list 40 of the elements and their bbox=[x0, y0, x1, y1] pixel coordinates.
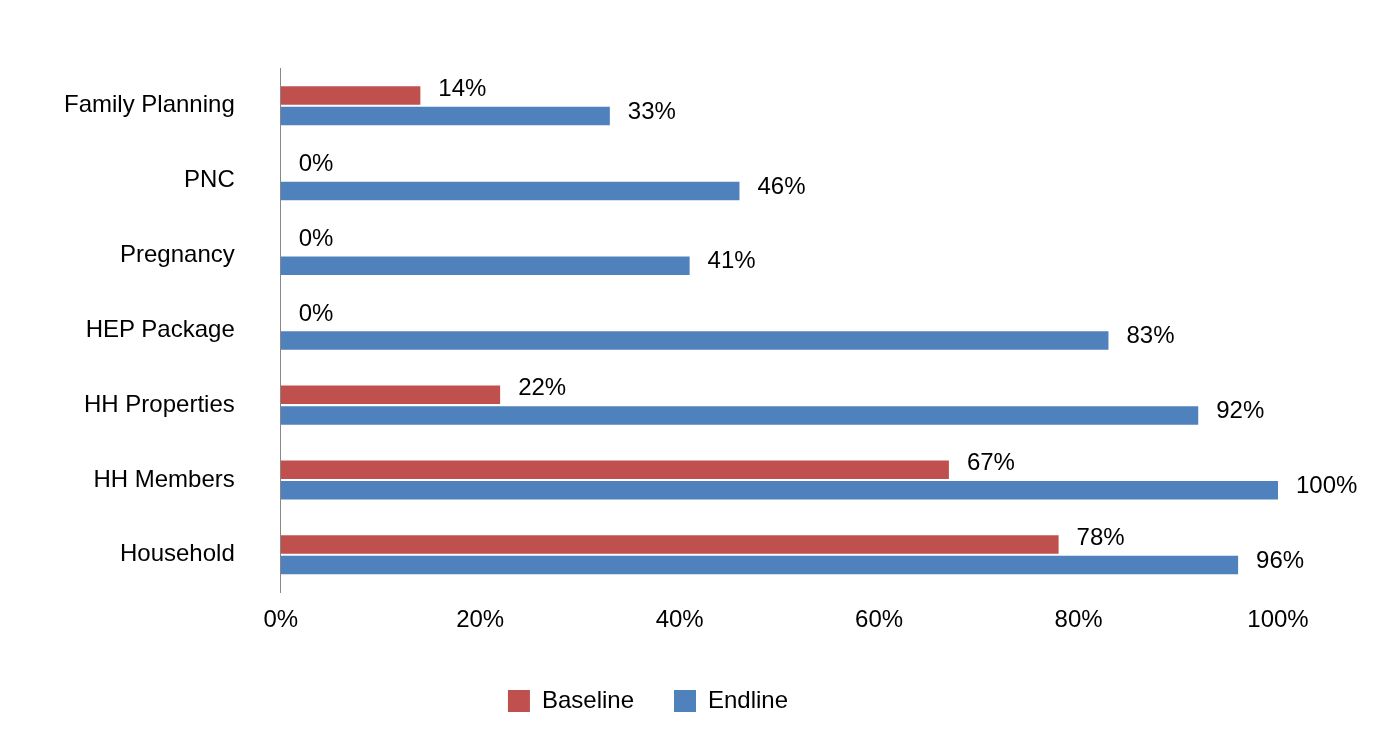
x-tick-label: 0% bbox=[263, 605, 299, 633]
x-tick-label: 60% bbox=[855, 605, 904, 633]
data-label: 96% bbox=[1256, 545, 1305, 573]
y-tick-label: PNC bbox=[184, 165, 235, 193]
data-label: 100% bbox=[1296, 470, 1358, 498]
y-tick-label: Family Planning bbox=[63, 90, 235, 118]
bar bbox=[280, 385, 501, 405]
bar bbox=[280, 331, 1109, 350]
bar bbox=[280, 555, 1239, 575]
legend-label: Endline bbox=[708, 685, 789, 713]
data-label: 41% bbox=[707, 246, 756, 274]
bar bbox=[280, 181, 740, 201]
data-label: 83% bbox=[1126, 321, 1175, 349]
data-label: 33% bbox=[627, 96, 676, 124]
bar bbox=[280, 460, 949, 479]
bar bbox=[280, 86, 421, 105]
bar bbox=[280, 106, 610, 126]
bar bbox=[280, 256, 690, 276]
y-tick-label: HH Members bbox=[93, 464, 235, 492]
x-tick-label: 80% bbox=[1054, 605, 1103, 633]
data-label: 0% bbox=[298, 298, 334, 326]
bar bbox=[280, 406, 1199, 425]
y-tick-label: Household bbox=[119, 539, 235, 567]
x-tick-label: 40% bbox=[655, 605, 704, 633]
y-tick-label: HH Properties bbox=[84, 389, 235, 417]
data-label: 46% bbox=[757, 171, 806, 199]
data-label: 14% bbox=[438, 74, 487, 102]
data-label: 0% bbox=[298, 223, 334, 251]
data-label: 92% bbox=[1216, 396, 1265, 424]
y-tick-label: HEP Package bbox=[85, 314, 235, 342]
data-label: 22% bbox=[518, 373, 567, 401]
x-tick-label: 100% bbox=[1247, 605, 1309, 633]
y-tick-label: Pregnancy bbox=[119, 240, 235, 268]
x-tick-label: 20% bbox=[456, 605, 505, 633]
data-label: 78% bbox=[1076, 523, 1125, 551]
legend-label: Baseline bbox=[541, 685, 634, 713]
bar bbox=[280, 480, 1278, 500]
data-label: 67% bbox=[966, 448, 1015, 476]
bar bbox=[280, 535, 1059, 554]
data-label: 0% bbox=[298, 148, 334, 176]
